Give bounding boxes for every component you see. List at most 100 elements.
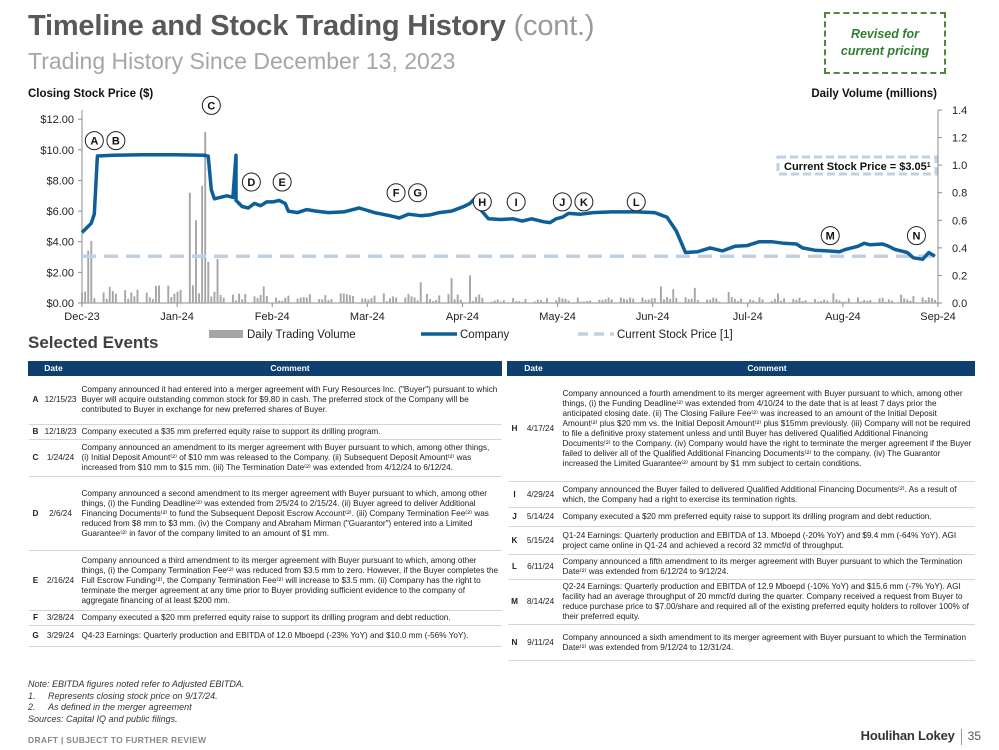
legend-company-label: Company bbox=[460, 329, 509, 341]
left-tick-label: $8.00 bbox=[46, 175, 74, 187]
volume-bar bbox=[906, 299, 909, 303]
volume-bar bbox=[823, 299, 826, 303]
volume-bar bbox=[666, 297, 669, 303]
event-row: C 1/24/24 Company announced an amendment t… bbox=[28, 439, 502, 477]
event-date: 9/11/24 bbox=[521, 624, 560, 661]
event-row: D 2/6/24 Company announced a second amendm… bbox=[28, 476, 502, 551]
volume-bar bbox=[857, 297, 859, 303]
event-letter: M bbox=[507, 579, 522, 625]
volume-bar bbox=[542, 301, 545, 303]
volume-bar bbox=[813, 299, 816, 303]
event-row: G 3/29/24 Q4-23 Earnings: Quarterly produc… bbox=[28, 625, 502, 647]
event-marker-letter: E bbox=[278, 177, 285, 189]
volume-bar bbox=[413, 297, 416, 303]
footer-divider bbox=[960, 728, 962, 745]
table-header: Date Comment bbox=[28, 361, 502, 376]
volume-bar bbox=[860, 301, 863, 303]
volume-bar bbox=[389, 298, 391, 303]
event-row: A 12/15/23 Company announced it had entere… bbox=[28, 375, 502, 425]
volume-bar bbox=[145, 292, 148, 303]
volume-bar bbox=[623, 298, 625, 303]
volume-bar bbox=[804, 300, 807, 303]
volume-bar bbox=[733, 298, 736, 303]
volume-bar bbox=[472, 301, 475, 303]
volume-bar bbox=[210, 296, 213, 303]
volume-bar bbox=[515, 301, 518, 303]
volume-bar bbox=[493, 300, 496, 303]
event-marker-letter: F bbox=[393, 188, 400, 200]
volume-bar bbox=[231, 294, 234, 303]
volume-bar bbox=[154, 285, 157, 303]
volume-bar bbox=[835, 299, 838, 303]
volume-bar bbox=[456, 294, 459, 303]
volume-bars bbox=[81, 132, 936, 303]
event-marker-circle bbox=[552, 192, 572, 212]
volume-bar bbox=[429, 299, 431, 303]
col-date-header: Date bbox=[507, 361, 560, 376]
event-letter: N bbox=[507, 624, 522, 661]
volume-bar bbox=[373, 295, 376, 303]
event-comment: Company announced a second amendment to … bbox=[78, 476, 502, 551]
page-title: Timeline and Stock Trading History (cont… bbox=[28, 10, 595, 43]
volume-bar bbox=[844, 301, 847, 303]
volume-bar bbox=[502, 300, 505, 303]
volume-bar bbox=[561, 298, 564, 303]
volume-bar bbox=[176, 291, 179, 303]
volume-bar bbox=[256, 297, 259, 303]
volume-bar bbox=[496, 299, 499, 303]
volume-bar bbox=[475, 296, 478, 303]
event-letter: G bbox=[28, 625, 43, 647]
volume-bar bbox=[887, 299, 890, 303]
volume-bar bbox=[114, 293, 117, 303]
volume-bar bbox=[296, 298, 299, 303]
volume-bar bbox=[173, 293, 176, 303]
table-header: Date Comment bbox=[507, 361, 975, 376]
volume-bar bbox=[151, 299, 154, 303]
volume-bar bbox=[90, 240, 93, 303]
volume-bar bbox=[869, 300, 872, 303]
footer-brand: Houlihan Lokey 35 bbox=[861, 728, 981, 745]
footnote-text: Represents closing stock price on 9/17/2… bbox=[48, 690, 218, 701]
page-subtitle: Trading History Since December 13, 2023 bbox=[28, 48, 456, 74]
event-letter: L bbox=[507, 554, 522, 580]
footnote-text: As defined in the merger agreement bbox=[48, 702, 192, 713]
volume-bar bbox=[912, 296, 915, 303]
event-marker-circle bbox=[84, 131, 104, 151]
volume-bar bbox=[521, 301, 524, 303]
selected-events-title: Selected Events bbox=[28, 333, 159, 352]
title-suffix: (cont.) bbox=[513, 10, 595, 42]
footnote-2: 2. As defined in the merger agreement bbox=[28, 702, 244, 714]
x-tick-label: Apr-24 bbox=[446, 311, 479, 323]
event-date: 12/18/23 bbox=[42, 424, 79, 440]
col-comment-header: Comment bbox=[78, 361, 502, 376]
volume-bar bbox=[416, 300, 419, 303]
volume-bar bbox=[696, 300, 699, 303]
volume-bar bbox=[191, 285, 194, 303]
volume-bar bbox=[432, 301, 435, 303]
volume-bar bbox=[567, 300, 570, 303]
draft-label: DRAFT | SUBJECT TO FURTHER REVIEW bbox=[28, 735, 207, 745]
volume-bar bbox=[327, 300, 330, 303]
volume-bar bbox=[395, 297, 398, 303]
event-marker-letter: L bbox=[633, 197, 640, 209]
volume-bar bbox=[438, 295, 441, 303]
col-date-header: Date bbox=[28, 361, 79, 376]
volume-bar bbox=[84, 291, 87, 303]
volume-bar bbox=[558, 297, 561, 303]
volume-bar bbox=[820, 301, 822, 303]
volume-bar bbox=[841, 301, 844, 303]
volume-bar bbox=[275, 297, 277, 303]
event-letter: D bbox=[28, 476, 43, 551]
event-marker-letter: C bbox=[207, 100, 215, 112]
volume-bar bbox=[499, 301, 502, 303]
right-tick-label: 1.4 bbox=[952, 105, 967, 117]
volume-bar bbox=[930, 297, 933, 303]
volume-bar bbox=[198, 293, 201, 303]
volume-bar bbox=[87, 250, 90, 303]
volume-bar bbox=[435, 299, 438, 303]
volume-bar bbox=[244, 293, 247, 303]
event-date: 1/24/24 bbox=[42, 439, 79, 477]
event-comment: Company announced an amendment to its me… bbox=[78, 439, 502, 477]
volume-bar bbox=[626, 299, 629, 303]
volume-bar bbox=[108, 286, 111, 303]
